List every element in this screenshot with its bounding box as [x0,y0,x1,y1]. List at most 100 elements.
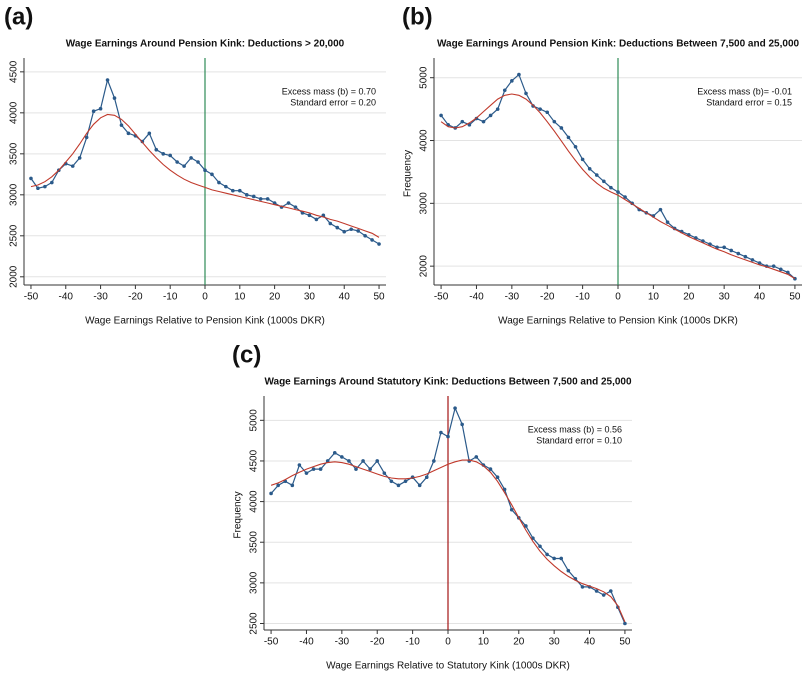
annotation: Excess mass (b) = 0.56 [528,424,622,434]
x-tick-label: 20 [269,292,281,303]
x-tick-label: -40 [299,637,314,648]
data-point [432,459,436,463]
data-point [736,251,741,256]
data-point [573,145,578,149]
data-point [658,207,663,212]
data-point [375,459,380,463]
data-point [119,123,124,127]
y-tick-label: 4500 [9,60,20,83]
data-point [217,180,221,185]
data-point [786,270,790,275]
x-tick-label: 30 [304,292,316,303]
data-point [340,455,344,459]
data-point [396,483,401,488]
data-point [304,471,309,475]
data-point [757,261,762,265]
data-point [566,568,571,573]
y-tick-label: 4000 [419,129,430,152]
data-point [361,459,365,463]
data-point [665,220,670,224]
data-point [168,153,172,158]
data-point [335,225,340,230]
x-tick-label: 40 [339,292,351,303]
data-point [460,119,465,124]
y-tick-label: 3000 [419,192,430,215]
x-axis-label: Wage Earnings Relative to Pension Kink (… [498,316,738,327]
annotation: Standard error = 0.10 [536,435,622,445]
data-point [545,552,549,557]
series-line [270,459,626,623]
data-point [566,135,571,140]
data-point [608,589,613,593]
data-point [439,430,443,435]
data-point [210,172,214,177]
data-point [189,156,193,160]
data-point [224,184,228,189]
y-tick-label: 4000 [9,101,20,124]
y-tick-label: 4500 [249,449,260,472]
x-tick-label: 50 [789,292,801,303]
data-point [231,188,235,193]
data-point [328,221,333,226]
data-point [314,217,319,222]
data-point [272,201,277,205]
data-point [509,507,514,512]
data-point [43,184,47,189]
x-tick-label: -20 [540,292,555,303]
data-point [474,455,479,459]
data-point [318,467,323,471]
y-tick-label: 3500 [249,531,260,554]
y-axis-label: Frequency [403,150,414,197]
x-tick-label: -10 [163,292,178,303]
data-point [403,479,408,484]
x-axis-label: Wage Earnings Relative to Statutory Kink… [326,661,570,672]
x-tick-label: 20 [513,637,525,648]
y-tick-label: 2000 [9,265,20,288]
x-tick-label: 10 [478,637,490,648]
data-point [196,160,200,164]
data-point [495,107,500,111]
data-point [417,483,422,488]
data-point [126,131,131,136]
x-tick-label: -30 [505,292,520,303]
data-point [182,164,186,168]
data-point [154,147,159,152]
data-point [778,267,783,272]
data-point [580,585,585,589]
x-tick-label: -50 [434,292,449,303]
x-tick-label: 40 [584,637,596,648]
annotation: Standard error = 0.20 [290,97,376,107]
data-point [552,556,556,561]
data-point [321,213,326,218]
y-tick-label: 2000 [419,255,430,278]
data-point [98,106,103,111]
data-point [488,467,493,471]
data-point [623,195,627,199]
panel-label: (c) [232,341,261,368]
data-point [203,168,207,173]
data-point [91,109,96,113]
y-tick-label: 2500 [9,224,20,247]
data-point [50,180,54,185]
data-point [290,483,295,488]
panel-label: (a) [4,3,33,30]
y-tick-label: 5000 [419,66,430,89]
data-point [460,422,464,427]
data-point [771,264,776,268]
data-point [368,467,372,471]
x-tick-label: 40 [754,292,766,303]
x-tick-label: -30 [335,637,350,648]
data-point [147,131,152,136]
x-tick-label: 0 [202,292,208,303]
data-point [524,524,528,528]
x-tick-label: -10 [575,292,590,303]
data-point [510,79,514,83]
data-point [286,201,291,205]
data-point [453,406,457,410]
data-point [594,173,599,177]
series-line [440,93,796,280]
x-tick-label: -20 [128,292,143,303]
data-point [377,242,381,246]
data-point [722,245,726,250]
